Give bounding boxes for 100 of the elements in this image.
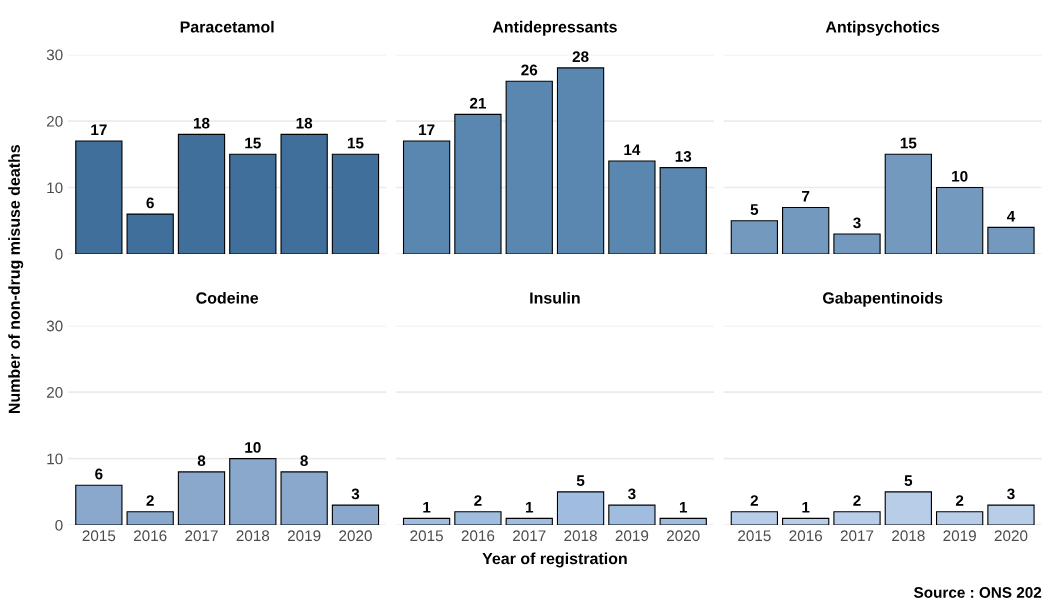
x-tick-label: 2018 [564,530,597,542]
bar [782,517,830,526]
x-tick-label: 2019 [943,530,976,542]
bar [987,504,1035,526]
x-tick-label: 2017 [513,530,546,542]
data-label: 10 [952,170,968,182]
data-label: 17 [419,124,435,136]
x-tick-label: 2020 [339,530,372,542]
bar [331,504,380,526]
x-tick-label: 2015 [738,530,771,542]
y-tick-label: 30 [46,49,63,61]
data-label: 8 [300,455,308,467]
chart-title: Insulin [530,291,580,304]
data-label: 2 [853,495,861,506]
data-label: 3 [1007,488,1015,500]
x-tick-label: 2020 [667,530,700,542]
y-tick-label: 20 [46,387,63,398]
bar [126,511,174,526]
y-tick-label: 0 [55,519,63,531]
x-tick-label: 2019 [615,530,649,542]
data-label: 2 [146,495,154,506]
data-label: 5 [576,475,585,487]
data-label: 2 [474,495,482,506]
data-label: 2 [750,495,758,506]
bar [75,140,123,254]
data-label: 6 [95,468,103,480]
y-tick-label: 20 [46,115,63,127]
bar [659,517,707,526]
bar [556,491,605,526]
x-tick-label: 2016 [461,530,495,542]
bar [782,206,830,254]
x-tick-label: 2018 [892,530,925,542]
x-tick-label: 2020 [994,530,1028,542]
bar [608,160,656,254]
data-label: 8 [197,455,206,467]
bar [730,511,779,526]
bar [402,517,451,526]
x-tick-label: 2017 [840,530,874,542]
x-tick-label: 2018 [236,530,270,542]
x-tick-label: 2015 [82,530,116,542]
bar [454,113,502,254]
data-label: 13 [675,150,692,162]
chart-title: Antipsychotics [825,20,940,36]
y-tick-label: 0 [55,248,63,260]
x-tick-label: 2019 [287,530,321,542]
data-label: 1 [802,501,810,513]
bar [833,511,881,526]
data-label: 6 [146,197,154,209]
x-tick-label: 2015 [410,530,443,542]
bar [833,233,881,254]
data-label: 17 [91,124,107,136]
chart-title: Antidepressants [492,20,617,36]
bar [505,80,553,254]
data-label: 21 [469,97,486,109]
chart-title: Paracetamol [180,20,274,33]
bar [177,471,226,526]
data-label: 4 [1006,210,1016,222]
data-label: 10 [245,441,261,453]
data-label: 15 [347,137,364,149]
x-tick-label: 2017 [185,530,218,542]
bar [402,140,451,254]
bar [884,491,932,526]
x-tick-label: 2016 [789,530,822,542]
data-label: 18 [296,117,313,129]
bar [177,133,226,254]
data-label: 7 [802,190,810,202]
bar [659,167,707,254]
bar [935,186,984,254]
bar [556,67,605,254]
bar [126,213,174,254]
y-tick-label: 10 [47,453,63,465]
bar [987,226,1035,254]
bar [454,511,502,526]
data-label: 3 [351,488,360,500]
bar [229,458,277,526]
y-tick-label: 10 [47,182,63,194]
y-tick-label: 30 [46,320,63,332]
chart-title: Gabapentinoids [822,291,943,307]
y-axis-title: Number of non-drug misuse deaths [8,144,24,414]
data-label: 1 [423,501,431,513]
data-label: 3 [628,488,636,500]
data-label: 5 [750,204,759,215]
data-label: 1 [679,501,688,513]
bar [75,484,123,526]
bar [280,133,328,254]
bar [280,471,328,526]
chart-title: Codeine [196,291,259,304]
data-label: 1 [525,501,534,513]
bar [331,153,380,254]
bar [229,153,277,254]
source-note: Source : ONS 202 [914,587,1042,598]
x-tick-label: 2016 [133,530,167,542]
data-label: 14 [624,144,641,155]
data-label: 26 [521,64,538,76]
data-label: 15 [900,137,917,149]
data-label: 3 [853,217,861,229]
data-label: 15 [245,137,261,149]
bar [505,517,553,526]
bar [608,504,656,526]
bar [884,153,932,254]
